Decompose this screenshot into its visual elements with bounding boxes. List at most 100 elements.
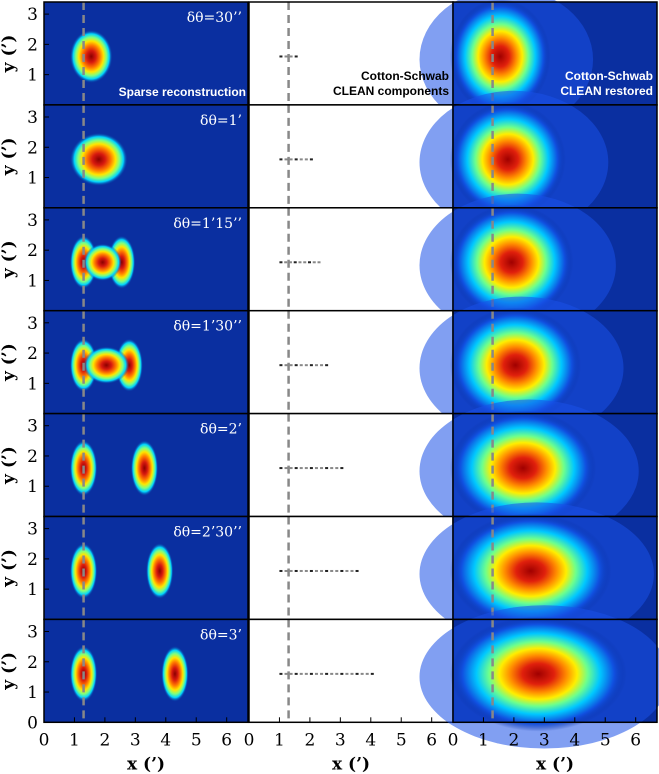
restored-blob <box>449 101 566 218</box>
clean-component <box>320 569 324 572</box>
x-tick-label: 2 <box>99 730 110 750</box>
y-tick-label: 3 <box>27 520 38 540</box>
clean-component <box>293 261 297 264</box>
clean-component <box>289 672 293 675</box>
source-blob <box>146 543 174 599</box>
source-blob <box>115 338 143 392</box>
row-label: δθ=3’ <box>200 627 242 643</box>
column-label-clean-restored: CLEAN restored <box>560 84 653 98</box>
clean-component <box>289 55 293 58</box>
source-blob <box>130 440 159 497</box>
panel-border <box>452 618 658 724</box>
panel-clean_components-4 <box>249 413 453 517</box>
restored-blob <box>449 0 551 115</box>
clean-component <box>312 261 316 264</box>
y-tick-label: 3 <box>27 623 38 643</box>
panel-clean_components-2 <box>249 207 453 311</box>
clean-component <box>360 672 364 675</box>
y-tick-label: 1 <box>27 683 38 703</box>
clean-component <box>304 467 308 470</box>
y-tick-label: 2 <box>27 447 38 467</box>
clean-component <box>350 569 354 572</box>
column-label-sparse: Sparse reconstruction <box>119 85 246 99</box>
clean-component <box>279 364 283 367</box>
panel-clean_components-3 <box>249 310 453 414</box>
clean-component <box>325 672 329 675</box>
x-tick-label: 1 <box>274 730 285 750</box>
clean-component <box>299 569 303 572</box>
clean-component <box>284 55 288 58</box>
y-tick-label: 2 <box>27 550 38 570</box>
clean-component <box>340 672 344 675</box>
x-tick-label: 2 <box>508 730 519 750</box>
panel-clean_components-0 <box>249 2 453 105</box>
y-axis-label: y (’) <box>0 446 19 485</box>
clean-component <box>320 467 324 470</box>
y-tick-label: 0 <box>27 713 38 733</box>
clean-component <box>314 364 318 367</box>
clean-component <box>289 569 293 572</box>
clean-component <box>284 569 288 572</box>
x-tick-label: 3 <box>130 730 141 750</box>
clean-component <box>314 467 318 470</box>
clean-component <box>309 569 313 572</box>
y-tick-label: 1 <box>27 169 38 189</box>
column-label-clean-components: CLEAN components <box>333 84 449 98</box>
clean-component <box>279 672 283 675</box>
clean-component <box>335 569 339 572</box>
y-tick-label: 1 <box>27 477 38 497</box>
y-tick-label: 2 <box>27 241 38 261</box>
source-bridge <box>83 243 122 281</box>
clean-component <box>299 672 303 675</box>
panel-clean_components-6 <box>249 619 453 723</box>
clean-component <box>325 569 329 572</box>
x-tick-label: 6 <box>221 730 232 750</box>
y-tick-label: 3 <box>27 314 38 334</box>
clean-component <box>294 158 298 161</box>
clean-component <box>307 261 311 264</box>
x-axis-label: x (’) <box>536 754 574 774</box>
clean-component <box>303 261 307 264</box>
y-tick-label: 1 <box>27 580 38 600</box>
x-tick-label: 3 <box>335 730 346 750</box>
y-axis-label: y (’) <box>0 652 19 691</box>
y-tick-label: 3 <box>27 417 38 437</box>
clean-component <box>279 55 283 58</box>
x-tick-label: 4 <box>160 730 171 750</box>
row-label: δθ=1’30’’ <box>173 319 242 335</box>
x-tick-label: 5 <box>600 730 611 750</box>
x-tick-label: 1 <box>69 730 80 750</box>
x-tick-label: 6 <box>630 730 641 750</box>
clean-component <box>345 672 349 675</box>
x-tick-label: 5 <box>396 730 407 750</box>
y-tick-label: 2 <box>27 653 38 673</box>
column-label-clean-restored: Cotton-Schwab <box>565 69 653 83</box>
clean-component <box>288 261 292 264</box>
clean-component <box>309 672 313 675</box>
clean-component <box>325 364 329 367</box>
restored-blob <box>449 307 581 423</box>
clean-component <box>365 672 369 675</box>
row-label: δθ=2’30’’ <box>173 525 242 541</box>
x-axis-label: x (’) <box>332 754 370 774</box>
x-tick-label: 0 <box>39 730 50 750</box>
clean-component <box>317 261 321 264</box>
clean-component <box>294 364 298 367</box>
clean-component <box>320 672 324 675</box>
clean-component <box>370 672 374 675</box>
y-tick-label: 1 <box>27 66 38 86</box>
restored-blob <box>449 204 574 320</box>
restored-blob <box>449 410 597 526</box>
row-label: δθ=1’ <box>200 113 242 129</box>
clean-component <box>350 672 354 675</box>
clean-component <box>325 467 329 470</box>
clean-component <box>279 569 283 572</box>
x-axis-label: x (’) <box>127 754 165 774</box>
clean-component <box>304 158 308 161</box>
clean-component <box>304 364 308 367</box>
restored-blob <box>449 513 612 629</box>
clean-component <box>284 364 288 367</box>
clean-component <box>330 467 334 470</box>
x-tick-label: 1 <box>478 730 489 750</box>
